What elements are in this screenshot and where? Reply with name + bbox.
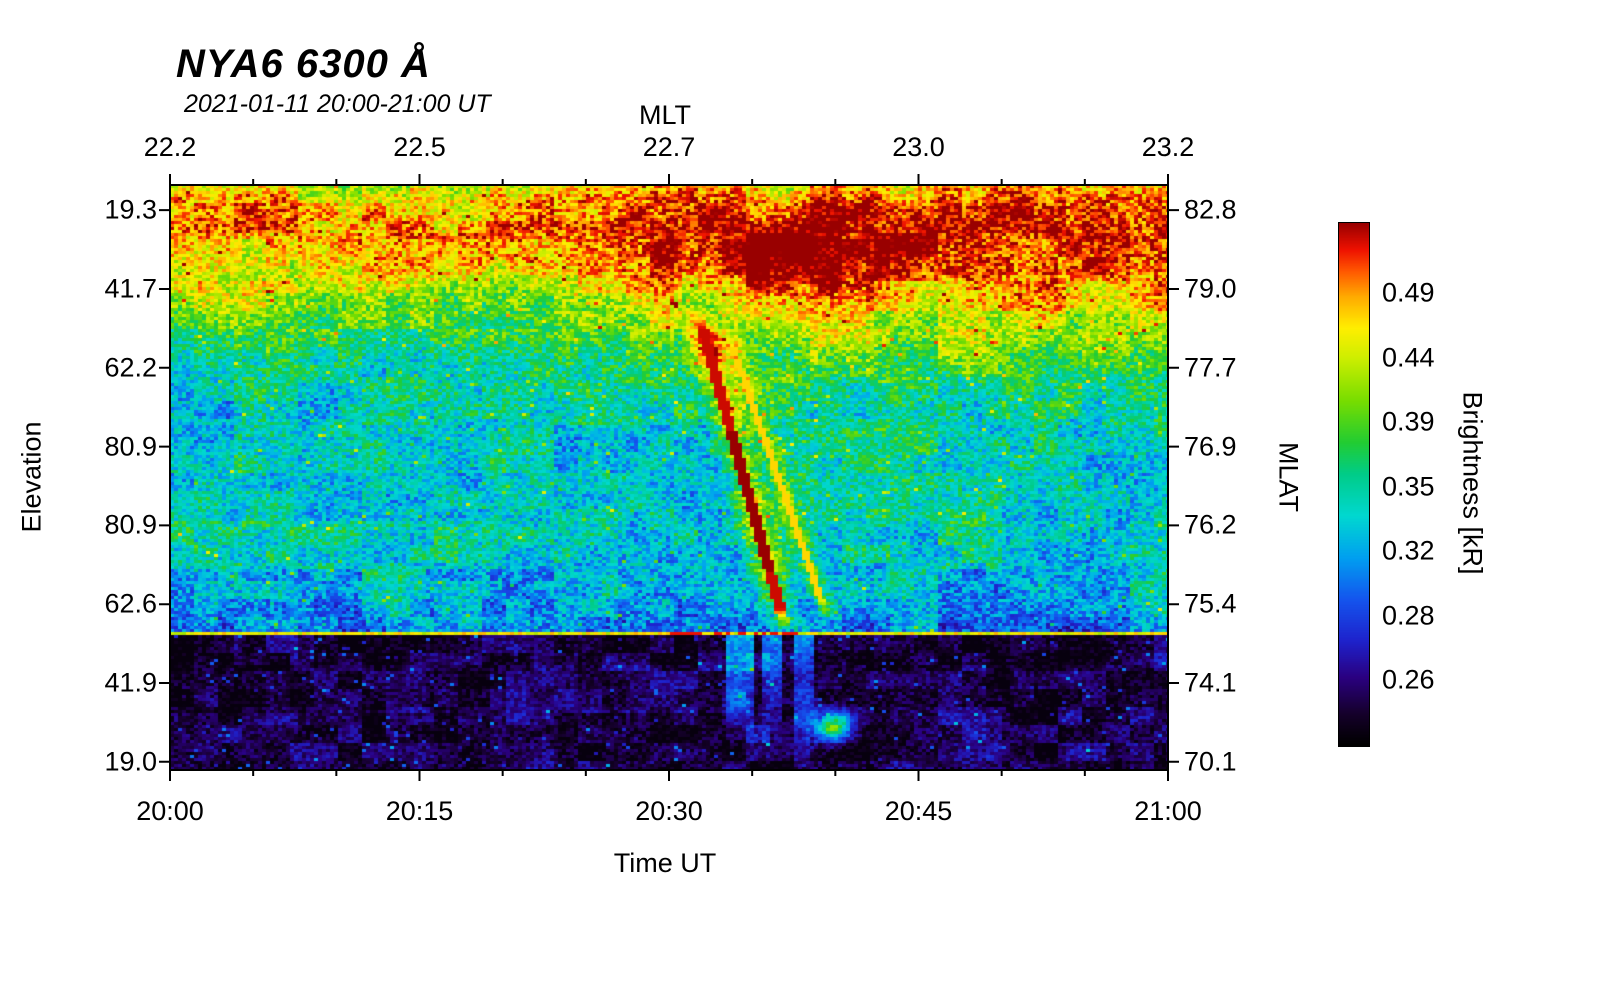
left-tick-label: 19.0 [104, 746, 157, 777]
colorbar-tick-label: 0.28 [1382, 600, 1435, 631]
left-tick-label: 19.3 [104, 194, 157, 225]
plot-title: NYA6 6300 Å [176, 42, 431, 86]
left-tick-label: 62.6 [104, 588, 157, 619]
top-axis-label: MLT [639, 100, 691, 130]
colorbar-canvas [1338, 222, 1370, 747]
left-tick-label: 80.9 [104, 509, 157, 540]
bottom-tick-label: 20:00 [136, 796, 204, 826]
plot-subtitle: 2021-01-11 20:00-21:00 UT [184, 90, 491, 118]
left-tick-label: 41.9 [104, 667, 157, 698]
bottom-axis-label: Time UT [613, 848, 717, 878]
bottom-tick-labels: 20:00 20:15 20:30 20:45 21:00 [136, 796, 1202, 830]
bottom-tick-label: 20:45 [884, 796, 953, 826]
right-tick-label: 77.7 [1184, 352, 1237, 383]
left-tick-label: 80.9 [104, 431, 157, 462]
colorbar-tick-label: 0.35 [1382, 471, 1435, 502]
colorbar-tick-label: 0.44 [1382, 342, 1435, 373]
colorbar-tick-label: 0.49 [1382, 277, 1435, 308]
left-tick-labels: 19.3 41.7 62.2 80.9 80.9 62.6 41.9 19.0 [58, 185, 157, 777]
right-tick-label: 76.9 [1184, 431, 1237, 462]
top-tick-label: 22.5 [393, 132, 446, 162]
top-tick-label: 23.2 [1141, 132, 1195, 162]
bottom-tick-label: 20:15 [385, 796, 454, 826]
colorbar-tick-label: 0.39 [1382, 406, 1435, 437]
left-tick-label: 62.2 [104, 352, 157, 383]
right-tick-label: 76.2 [1184, 509, 1237, 540]
colorbar-tick-label: 0.26 [1382, 664, 1435, 695]
right-tick-label: 70.1 [1184, 746, 1237, 777]
bottom-tick-label: 20:30 [635, 796, 703, 826]
right-tick-label: 82.8 [1184, 194, 1237, 225]
top-tick-label: 22.7 [642, 132, 696, 162]
colorbar-tick-labels: 0.49 0.44 0.39 0.35 0.32 0.28 0.26 [1382, 222, 1492, 745]
colorbar-tick-label: 0.32 [1382, 535, 1435, 566]
heatmap-canvas [170, 185, 1168, 770]
right-tick-labels: 82.8 79.0 77.7 76.9 76.2 75.4 74.1 70.1 [1184, 185, 1294, 777]
top-tick-labels: 22.2 22.5 22.7 23.0 23.2 [144, 132, 1195, 166]
bottom-tick-label: 21:00 [1134, 796, 1202, 826]
right-tick-label: 74.1 [1184, 667, 1237, 698]
right-tick-label: 79.0 [1184, 273, 1237, 304]
left-axis-label: Elevation [16, 421, 47, 533]
left-tick-label: 41.7 [104, 273, 157, 304]
top-tick-label: 22.2 [143, 132, 197, 162]
top-tick-label: 23.0 [892, 132, 945, 162]
right-tick-label: 75.4 [1184, 588, 1237, 619]
